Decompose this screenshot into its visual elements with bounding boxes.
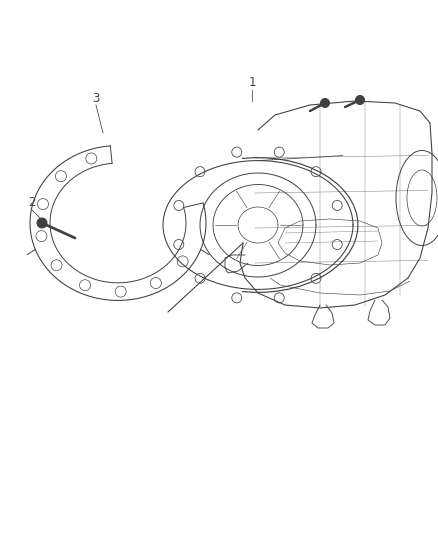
- Circle shape: [356, 95, 364, 104]
- Text: 2: 2: [28, 197, 36, 209]
- Circle shape: [37, 218, 47, 228]
- Circle shape: [321, 99, 329, 108]
- Text: 3: 3: [92, 92, 100, 104]
- Text: 1: 1: [248, 77, 256, 90]
